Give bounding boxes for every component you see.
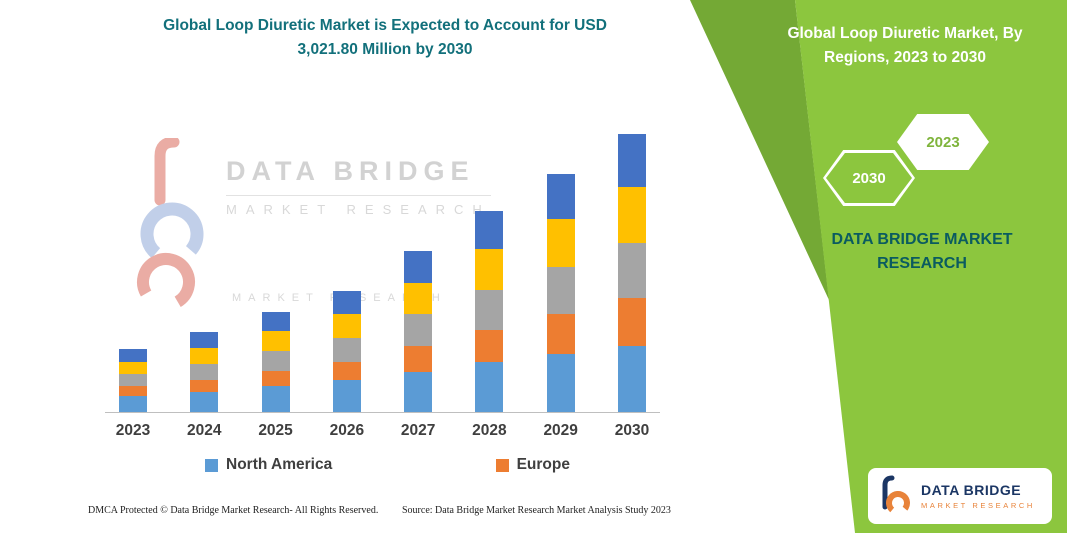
hexagon-2030-label: 2030 [852, 169, 886, 187]
hexagon-2023-label: 2023 [926, 133, 960, 151]
watermark-text: DATA BRIDGE MARKET RESEARCH [226, 138, 491, 217]
segment-europe-2030 [617, 298, 646, 347]
segment-series-4-2027 [404, 282, 433, 315]
x-axis-label-2025: 2025 [258, 422, 293, 439]
bar-2023 [111, 349, 155, 412]
segment-series-3-2026 [332, 338, 361, 363]
europe-swatch-icon [495, 458, 509, 472]
x-axis-label-2024: 2024 [187, 422, 222, 439]
segment-north-america-2027 [404, 372, 433, 412]
chart-plot-area [105, 128, 660, 413]
hexagon-2023: 2023 [897, 114, 989, 170]
segment-north-america-2024 [190, 392, 219, 412]
panel-brand-line1: DATA BRIDGE MARKET [831, 231, 1013, 248]
x-axis-label-2028: 2028 [472, 422, 507, 439]
x-axis-label-2029: 2029 [543, 422, 578, 439]
segment-north-america-2025 [261, 386, 290, 412]
segment-series-3-2027 [404, 314, 433, 347]
segment-series-5-2025 [261, 312, 290, 332]
segment-series-3-2028 [475, 290, 504, 331]
year-hexagons: 2030 2023 [815, 110, 1035, 222]
watermark-line2: MARKET RESEARCH [226, 195, 491, 217]
hexagon-2023-fill [897, 114, 989, 170]
page-title: Global Loop Diuretic Market is Expected … [85, 14, 685, 62]
hexagon-2030: 2030 [823, 150, 915, 206]
segment-series-5-2030 [617, 134, 646, 188]
segment-series-3-2023 [119, 374, 147, 387]
chart-x-axis-labels: 2023 2024 2025 2026 2027 2028 2029 2030 [105, 422, 660, 440]
footer-dmca-text: DMCA Protected © Data Bridge Market Rese… [88, 505, 379, 516]
databridge-watermark-logo-icon [136, 138, 204, 311]
watermark-line1: DATA BRIDGE [226, 156, 475, 186]
segment-europe-2024 [190, 380, 219, 393]
segment-series-4-2026 [332, 314, 361, 339]
segment-north-america-2030 [617, 346, 646, 412]
segment-europe-2023 [119, 386, 147, 397]
x-axis-label-2027: 2027 [400, 422, 436, 439]
segment-north-america-2029 [546, 354, 575, 412]
legend-label-north-america: North America [226, 456, 333, 473]
panel-title-line1: Global Loop Diuretic Market, By [787, 25, 1023, 42]
x-axis-label-2030: 2030 [614, 422, 650, 439]
panel-brand-text: DATA BRIDGE MARKET RESEARCH [792, 228, 1052, 276]
legend-label-europe: Europe [516, 456, 570, 473]
segment-north-america-2028 [475, 362, 504, 412]
bar-2024 [182, 332, 226, 412]
panel-brand-line2: RESEARCH [877, 255, 967, 272]
bar-2030 [610, 134, 654, 412]
segment-europe-2027 [404, 346, 433, 373]
watermark: DATA BRIDGE MARKET RESEARCH [128, 138, 491, 314]
bar-2026 [325, 290, 369, 412]
segment-series-5-2027 [404, 250, 433, 283]
bar-2025 [254, 312, 298, 412]
segment-series-5-2028 [475, 210, 504, 249]
panel-title-line2: Regions, 2023 to 2030 [824, 49, 986, 67]
bar-2029 [539, 174, 583, 412]
segment-series-5-2023 [119, 349, 147, 363]
x-axis-label-2026: 2026 [329, 422, 365, 439]
segment-north-america-2023 [119, 396, 147, 412]
segment-series-5-2026 [332, 290, 361, 315]
segment-series-5-2029 [546, 174, 575, 219]
page-title-line1: Global Loop Diuretic Market is Expected … [163, 17, 607, 34]
stacked-bar-chart: 2023 2024 2025 2026 2027 2028 2029 2030 [105, 128, 660, 440]
page-title-line2: 3,021.80 Million by 2030 [297, 41, 473, 59]
databridge-logo-card: DATA BRIDGE MARKET RESEARCH [868, 468, 1052, 524]
north-america-swatch-icon [205, 458, 218, 472]
segment-series-3-2025 [261, 351, 290, 372]
segment-europe-2028 [475, 330, 504, 363]
segment-series-5-2024 [190, 332, 219, 349]
right-panel: Global Loop Diuretic Market, By Regions,… [647, 0, 1067, 533]
logo-title: DATA BRIDGE [921, 482, 1022, 498]
segment-series-4-2028 [475, 248, 504, 291]
segment-series-3-2029 [546, 266, 575, 315]
segment-series-4-2023 [119, 362, 147, 375]
panel-title: Global Loop Diuretic Market, By Regions,… [755, 22, 1055, 70]
segment-europe-2026 [332, 362, 361, 381]
segment-series-4-2025 [261, 331, 290, 352]
segment-series-3-2024 [190, 364, 219, 381]
legend-item-europe: Europe [495, 456, 570, 474]
segment-series-4-2029 [546, 218, 575, 267]
databridge-logo-icon [882, 475, 910, 515]
bar-2028 [467, 210, 511, 412]
logo-subtitle: MARKET RESEARCH [921, 501, 1035, 510]
bar-2027 [396, 250, 440, 412]
segment-north-america-2026 [332, 380, 361, 412]
segment-europe-2025 [261, 371, 290, 387]
hexagon-2030-fill [826, 153, 912, 203]
footer-source-text: Source: Data Bridge Market Research Mark… [402, 505, 671, 516]
legend-item-north-america: North America [205, 456, 332, 474]
chart-legend: North America Europe [205, 456, 570, 474]
segment-series-4-2030 [617, 187, 646, 243]
segment-europe-2029 [546, 314, 575, 355]
logo-text: DATA BRIDGE MARKET RESEARCH [921, 482, 1035, 510]
x-axis-label-2023: 2023 [115, 422, 151, 439]
segment-series-3-2030 [617, 242, 646, 299]
segment-series-4-2024 [190, 348, 219, 365]
